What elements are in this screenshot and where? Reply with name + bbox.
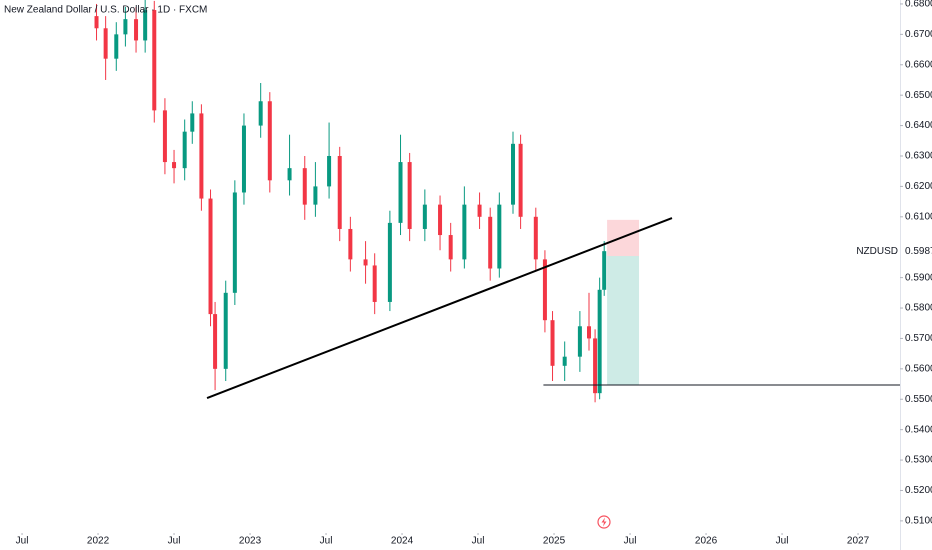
candle-body	[488, 216, 493, 269]
candle-body	[258, 101, 263, 126]
x-tick-label: 2022	[87, 536, 110, 547]
candle-body	[190, 113, 195, 132]
axes: 0.68000 0.67000 0.66000 0.65000 0.64000 0.630…	[16, 0, 932, 547]
candle-body	[477, 204, 482, 217]
candle-body	[497, 204, 502, 269]
candle-body	[327, 155, 332, 187]
y-tick-label: 0.52000	[905, 485, 932, 496]
candle-body	[162, 110, 167, 163]
candle-body	[199, 113, 204, 199]
candle-body	[94, 16, 99, 29]
x-tick-label: 2023	[239, 536, 262, 547]
candle-body	[363, 259, 368, 266]
x-tick-label: Jul	[472, 536, 485, 547]
y-tick-label: 0.56000	[905, 363, 932, 374]
candle-body	[448, 235, 453, 260]
event-icon[interactable]	[597, 515, 611, 529]
candle-body	[593, 338, 598, 394]
chart-title: New Zealand Dollar / U.S. Dollar · 1D · …	[4, 4, 207, 15]
y-tick-label: 0.61000	[905, 211, 932, 222]
candle-body	[313, 186, 318, 205]
candle-body	[182, 131, 187, 169]
candle-body	[577, 326, 582, 357]
candle-body	[223, 292, 228, 369]
y-tick-label: 0.63000	[905, 151, 932, 162]
plot	[94, 0, 900, 403]
x-tick-label: Jul	[624, 536, 637, 547]
candle-body	[387, 222, 392, 302]
candle-body	[511, 143, 516, 205]
y-tick-label: 0.53000	[905, 455, 932, 466]
candle-body	[287, 168, 292, 181]
candle-body	[602, 251, 607, 290]
candle-body	[518, 143, 523, 217]
candle-body	[597, 289, 602, 394]
x-tick-label: 2024	[391, 536, 414, 547]
y-tick-label: 0.54000	[905, 424, 932, 435]
candle-body	[542, 259, 547, 321]
y-tick-label: 0.64000	[905, 120, 932, 131]
x-tick-label: 2026	[695, 536, 718, 547]
trendline	[206, 217, 673, 399]
y-tick-label: 0.66000	[905, 59, 932, 70]
candle-body	[562, 356, 567, 366]
candle-body	[172, 162, 177, 169]
candle-body	[241, 125, 246, 193]
y-tick-label: 0.67000	[905, 29, 932, 40]
candle-body	[134, 19, 139, 41]
last-price-label: 0.59870	[905, 246, 932, 257]
event-bolt	[601, 517, 607, 527]
x-tick-label: Jul	[168, 536, 181, 547]
candle-body	[103, 28, 108, 59]
y-tick-label: 0.59000	[905, 272, 932, 283]
y-tick-label: 0.51000	[905, 516, 932, 527]
symbol-label: NZDUSD	[856, 246, 898, 257]
candle-body	[152, 10, 157, 111]
candle-body	[533, 216, 538, 260]
candle-body	[143, 10, 148, 41]
y-tick-label: 0.57000	[905, 333, 932, 344]
candle-body	[587, 326, 592, 339]
candle-body	[438, 204, 443, 236]
candle-body	[232, 192, 237, 293]
candle-body	[407, 162, 412, 229]
candle-body	[123, 19, 128, 35]
x-tick-label: Jul	[16, 536, 29, 547]
y-tick-label: 0.68000	[905, 0, 932, 10]
candle-body	[550, 320, 555, 366]
candle-body	[398, 162, 403, 223]
y-tick-label: 0.58000	[905, 303, 932, 314]
y-tick-label: 0.65000	[905, 90, 932, 101]
y-tick-label: 0.55000	[905, 394, 932, 405]
candle-body	[462, 204, 467, 260]
x-tick-label: Jul	[320, 536, 333, 547]
candle-body	[372, 265, 377, 302]
candle-body	[348, 228, 353, 260]
candle-body	[302, 168, 307, 205]
target-zone	[607, 256, 640, 385]
candle-body	[337, 155, 342, 229]
x-tick-label: 2027	[847, 536, 870, 547]
candle-body	[267, 101, 272, 181]
x-tick-label: Jul	[776, 536, 789, 547]
x-tick-label: 2025	[543, 536, 566, 547]
y-tick-label: 0.62000	[905, 181, 932, 192]
candle-body	[208, 198, 213, 315]
candle-body	[114, 34, 119, 59]
candle-body	[422, 204, 427, 229]
candle-body	[213, 314, 218, 369]
